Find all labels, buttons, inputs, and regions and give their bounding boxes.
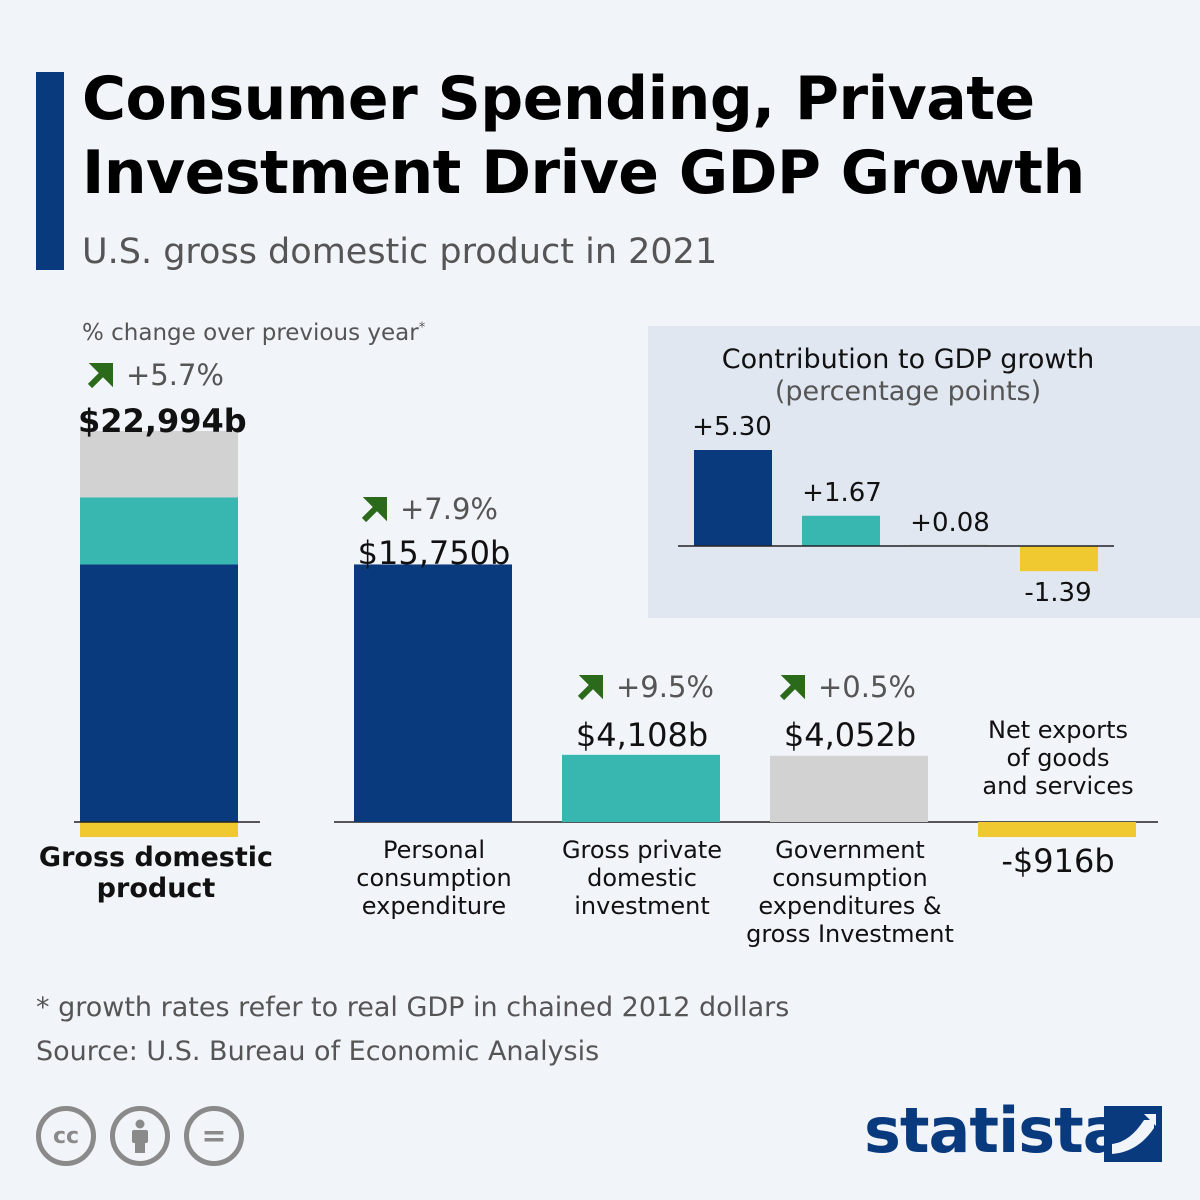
chart-title: Consumer Spending, Private Investment Dr… xyxy=(82,62,1085,210)
category-label-gdp: Gross domestic product xyxy=(36,842,276,904)
gdp-stack-segment-gov xyxy=(80,431,238,498)
title-accent-bar xyxy=(36,72,64,270)
category-label-pce: Personal consumption expenditure xyxy=(334,836,534,920)
category-label-line: expenditures & xyxy=(758,892,942,920)
category-label-line: expenditure xyxy=(361,892,507,920)
category-label-line: domestic xyxy=(587,864,697,892)
category-label-line: of goods xyxy=(1006,744,1110,772)
chart-subtitle: U.S. gross domestic product in 2021 xyxy=(82,232,718,272)
up-right-arrow-icon xyxy=(87,363,113,389)
change-note: % change over previous year* xyxy=(82,320,425,346)
category-label-line: investment xyxy=(574,892,710,920)
statista-logo-icon[interactable] xyxy=(1104,1106,1162,1162)
growth-label-pce: +7.9% xyxy=(360,492,498,526)
attribution-icon[interactable] xyxy=(110,1106,170,1166)
contribution-label-net-exports: -1.39 xyxy=(1024,578,1092,608)
category-label-gov: Government consumption expenditures & gr… xyxy=(740,836,960,948)
contribution-label-gpdi: +1.67 xyxy=(802,478,882,508)
title-line-1: Consumer Spending, Private xyxy=(82,64,1035,134)
growth-label-gdp: +5.7% xyxy=(86,358,224,392)
growth-value: +7.9% xyxy=(400,492,498,526)
value-label-gov: $4,052b xyxy=(783,716,917,754)
cc-icon[interactable]: cc xyxy=(36,1106,96,1166)
bar-pce xyxy=(354,564,512,822)
gdp-stack-segment-gpdi xyxy=(80,497,238,565)
growth-label-gpdi: +9.5% xyxy=(576,670,714,704)
gdp-stack-segment-pce xyxy=(80,564,238,822)
person-icon xyxy=(132,1119,148,1153)
growth-label-gov: +0.5% xyxy=(778,670,916,704)
growth-value: +0.5% xyxy=(818,670,916,704)
category-label-line: product xyxy=(96,873,216,904)
category-label-net-exports: Net exports of goods and services xyxy=(958,716,1158,800)
license-icons: cc = xyxy=(36,1106,244,1166)
bar-gpdi xyxy=(562,754,720,822)
value-label-net-exports: -$916b xyxy=(1001,842,1115,880)
bar-net-exports xyxy=(978,822,1136,837)
contribution-bar-net-exports xyxy=(1020,546,1098,572)
source-note: Source: U.S. Bureau of Economic Analysis xyxy=(36,1036,600,1067)
category-label-line: gross Investment xyxy=(746,920,954,948)
category-label-line: Government xyxy=(775,836,925,864)
value-label-gdp: $22,994b xyxy=(78,402,247,440)
footnote: * growth rates refer to real GDP in chai… xyxy=(36,992,790,1023)
no-derivatives-icon[interactable]: = xyxy=(184,1106,244,1166)
category-label-line: Gross private xyxy=(561,836,723,864)
contribution-title: Contribution to GDP growth xyxy=(721,344,1095,375)
growth-value: +5.7% xyxy=(126,358,224,392)
up-right-arrow-icon xyxy=(779,675,805,701)
value-label-gpdi: $4,108b xyxy=(575,716,709,754)
category-label-line: Net exports xyxy=(987,716,1128,744)
up-right-arrow-icon xyxy=(361,497,387,523)
gdp-stack-segment-net-exports xyxy=(80,822,238,837)
contribution-label-gov: +0.08 xyxy=(910,508,990,538)
change-note-asterisk: * xyxy=(418,320,426,336)
contribution-subtitle: (percentage points) xyxy=(774,376,1042,407)
contribution-bar-gpdi xyxy=(802,515,880,546)
value-label-pce: $15,750b xyxy=(357,534,511,572)
bar-gov xyxy=(770,755,928,822)
category-label-line: and services xyxy=(982,772,1134,800)
category-label-gpdi: Gross private domestic investment xyxy=(542,836,742,920)
category-label-line: consumption xyxy=(356,864,512,892)
contribution-label-pce: +5.30 xyxy=(692,412,772,442)
category-label-line: consumption xyxy=(772,864,928,892)
contribution-bar-pce xyxy=(694,450,772,546)
title-line-2: Investment Drive GDP Growth xyxy=(82,138,1085,208)
statista-wordmark[interactable]: statista xyxy=(864,1094,1125,1167)
category-label-line: Personal xyxy=(382,836,486,864)
growth-value: +9.5% xyxy=(616,670,714,704)
up-right-arrow-icon xyxy=(577,675,603,701)
change-note-text: % change over previous year xyxy=(82,320,419,346)
contribution-panel: Contribution to GDP growth (percentage p… xyxy=(648,326,1200,618)
category-label-line: Gross domestic xyxy=(38,842,274,873)
